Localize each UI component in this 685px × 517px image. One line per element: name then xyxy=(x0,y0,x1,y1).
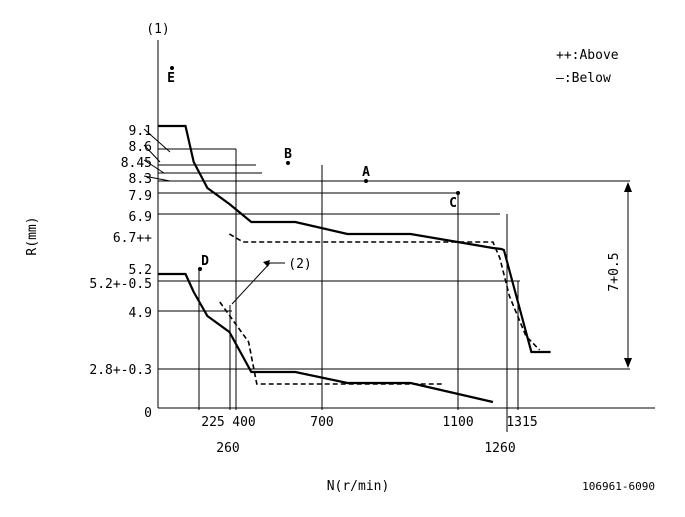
point-marker xyxy=(364,179,368,183)
y-tick-label: 5.2 xyxy=(129,263,152,278)
leader-line xyxy=(143,175,171,182)
y-tick-label: 6.9 xyxy=(129,210,152,225)
point-marker xyxy=(456,191,460,195)
legend-item: ++:Above xyxy=(556,48,619,63)
dimension-label: 7+0.5 xyxy=(607,252,622,291)
callout-label: (2) xyxy=(288,257,311,272)
y-tick-label: 2.8+-0.3 xyxy=(89,363,152,378)
x-axis-title: N(r/min) xyxy=(327,479,390,494)
y-tick-label: 7.9 xyxy=(129,189,152,204)
labels-layer: 9.18.68.458.3 7.9 6.9 6.7++ 5.25.2+-0.5 4.9 2.… xyxy=(25,22,655,494)
point-label: C xyxy=(449,196,457,211)
point-label: A xyxy=(362,165,370,180)
leader-line xyxy=(143,144,161,163)
series-line-solid xyxy=(158,272,494,404)
x-tick-label: 225 xyxy=(201,415,224,430)
series-line-dashed xyxy=(228,233,541,351)
y-tick-label: 9.1 xyxy=(129,124,152,139)
point-label: D xyxy=(201,254,209,269)
legend-item: —:Below xyxy=(556,71,611,86)
leader-line xyxy=(143,128,171,153)
point-marker xyxy=(198,267,202,271)
point-label: B xyxy=(284,147,292,162)
dimension-arrow-top xyxy=(624,182,632,192)
y-axis-title: R(mm) xyxy=(25,216,40,255)
top-label: (1) xyxy=(146,22,169,37)
drawing-code: 106961-6090 xyxy=(582,480,655,493)
x-tick-label: 400 xyxy=(232,415,255,430)
callout-leader xyxy=(231,262,285,305)
y-tick-label: 4.9 xyxy=(129,306,152,321)
leader-line xyxy=(143,159,165,174)
point-marker xyxy=(286,161,290,165)
series-layer xyxy=(158,66,551,404)
x-tick-label: 1315 xyxy=(506,415,537,430)
y-tick-label: 8.45 xyxy=(121,156,152,171)
x-tick-label-lower: 260 xyxy=(216,441,239,456)
x-tick-label-lower: 1260 xyxy=(484,441,515,456)
x-tick-label: 1100 xyxy=(442,415,473,430)
y-tick-label: 0 xyxy=(144,406,152,421)
y-tick-label: 8.6 xyxy=(129,140,152,155)
point-marker xyxy=(170,66,174,70)
series-line-dashed xyxy=(219,301,444,385)
x-tick-label: 700 xyxy=(310,415,333,430)
y-tick-label: 8.3 xyxy=(129,172,152,187)
callout-arrowhead xyxy=(263,260,270,267)
y-tick-label: 5.2+-0.5 xyxy=(89,277,152,292)
dimension-arrow-bottom xyxy=(624,358,632,368)
axes xyxy=(157,40,655,409)
series-line-solid xyxy=(158,124,551,354)
guide-lines xyxy=(143,128,632,432)
y-tick-label: 6.7++ xyxy=(113,231,152,246)
point-label: E xyxy=(167,71,175,86)
